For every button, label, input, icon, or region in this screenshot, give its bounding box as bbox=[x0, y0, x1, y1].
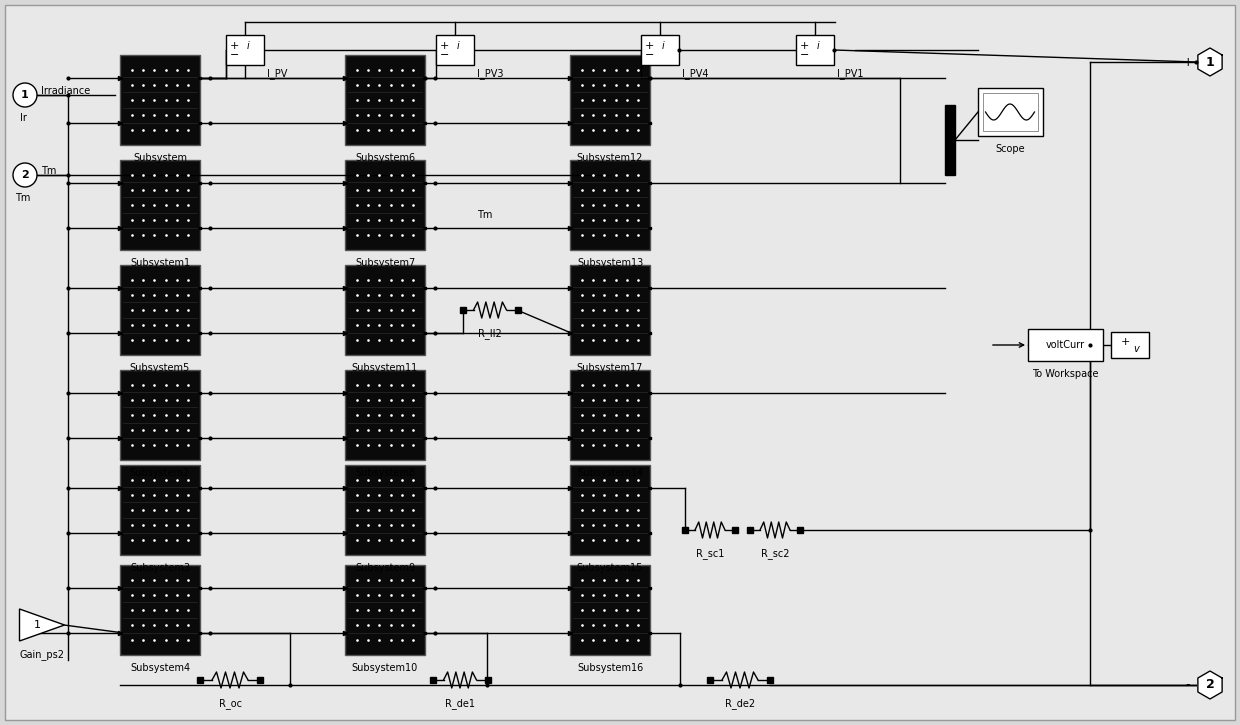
Text: Subsystem2: Subsystem2 bbox=[130, 468, 190, 478]
FancyBboxPatch shape bbox=[1028, 329, 1102, 361]
FancyBboxPatch shape bbox=[345, 265, 425, 355]
Text: +: + bbox=[1120, 337, 1130, 347]
FancyBboxPatch shape bbox=[120, 565, 200, 655]
Text: 2: 2 bbox=[21, 170, 29, 180]
Text: i: i bbox=[247, 41, 249, 51]
Text: Subsystem8: Subsystem8 bbox=[355, 468, 415, 478]
Text: Subsystem13: Subsystem13 bbox=[577, 258, 644, 268]
Text: Subsystem17: Subsystem17 bbox=[577, 363, 644, 373]
Circle shape bbox=[12, 163, 37, 187]
Text: R_de2: R_de2 bbox=[725, 698, 755, 709]
Text: 2: 2 bbox=[1205, 679, 1214, 692]
Text: −: − bbox=[440, 50, 449, 60]
Text: 1: 1 bbox=[33, 620, 41, 630]
Text: Subsystem3: Subsystem3 bbox=[130, 563, 190, 573]
FancyBboxPatch shape bbox=[345, 565, 425, 655]
Polygon shape bbox=[20, 609, 64, 641]
Text: Subsystem12: Subsystem12 bbox=[577, 153, 644, 163]
FancyBboxPatch shape bbox=[1111, 332, 1149, 358]
Text: R_oc: R_oc bbox=[218, 698, 242, 709]
Text: i: i bbox=[817, 41, 820, 51]
Text: +: + bbox=[229, 41, 239, 51]
Polygon shape bbox=[1198, 671, 1223, 699]
Text: Subsystem4: Subsystem4 bbox=[130, 663, 190, 673]
FancyBboxPatch shape bbox=[977, 88, 1043, 136]
Text: Irradiance: Irradiance bbox=[41, 86, 91, 96]
FancyBboxPatch shape bbox=[436, 35, 474, 65]
Text: +: + bbox=[1183, 56, 1193, 68]
FancyBboxPatch shape bbox=[226, 35, 264, 65]
Text: Subsystem6: Subsystem6 bbox=[355, 153, 415, 163]
FancyBboxPatch shape bbox=[570, 265, 650, 355]
Text: Tm: Tm bbox=[15, 193, 31, 203]
FancyBboxPatch shape bbox=[120, 265, 200, 355]
Polygon shape bbox=[1198, 48, 1223, 76]
Text: R_sc2: R_sc2 bbox=[761, 548, 789, 559]
FancyBboxPatch shape bbox=[345, 465, 425, 555]
FancyBboxPatch shape bbox=[345, 370, 425, 460]
Text: R_sc1: R_sc1 bbox=[696, 548, 724, 559]
Text: Subsystem5: Subsystem5 bbox=[130, 363, 190, 373]
Text: −: − bbox=[800, 50, 810, 60]
Text: +: + bbox=[645, 41, 655, 51]
FancyBboxPatch shape bbox=[570, 565, 650, 655]
FancyBboxPatch shape bbox=[641, 35, 680, 65]
Text: i: i bbox=[458, 41, 460, 51]
Text: +: + bbox=[800, 41, 810, 51]
Text: Subsystem9: Subsystem9 bbox=[355, 563, 415, 573]
Text: Subsystem15: Subsystem15 bbox=[577, 563, 644, 573]
FancyBboxPatch shape bbox=[570, 465, 650, 555]
Text: R_de1: R_de1 bbox=[445, 698, 475, 709]
Text: Tm: Tm bbox=[41, 166, 56, 176]
Text: I_PV: I_PV bbox=[267, 68, 288, 79]
Text: 1: 1 bbox=[21, 90, 29, 100]
FancyBboxPatch shape bbox=[120, 160, 200, 250]
FancyBboxPatch shape bbox=[982, 93, 1038, 131]
FancyBboxPatch shape bbox=[120, 55, 200, 145]
FancyBboxPatch shape bbox=[345, 55, 425, 145]
FancyBboxPatch shape bbox=[570, 160, 650, 250]
Text: -: - bbox=[1185, 679, 1190, 692]
FancyBboxPatch shape bbox=[796, 35, 835, 65]
Text: To Workspace: To Workspace bbox=[1032, 369, 1099, 379]
FancyBboxPatch shape bbox=[120, 370, 200, 460]
Text: voltCurr: voltCurr bbox=[1045, 340, 1085, 350]
FancyBboxPatch shape bbox=[570, 55, 650, 145]
Circle shape bbox=[12, 83, 37, 107]
Text: Tm: Tm bbox=[477, 210, 492, 220]
Text: I_PV3: I_PV3 bbox=[477, 68, 503, 79]
Text: Subsystem16: Subsystem16 bbox=[577, 663, 644, 673]
Text: Subsystem7: Subsystem7 bbox=[355, 258, 415, 268]
Text: I_PV1: I_PV1 bbox=[837, 68, 863, 79]
Text: Subsystem1: Subsystem1 bbox=[130, 258, 190, 268]
Text: −: − bbox=[645, 50, 655, 60]
FancyBboxPatch shape bbox=[5, 5, 1235, 720]
Text: i: i bbox=[662, 41, 665, 51]
Text: Subsystem14: Subsystem14 bbox=[577, 468, 644, 478]
Text: −: − bbox=[229, 50, 239, 60]
Text: Gain_ps2: Gain_ps2 bbox=[20, 649, 64, 660]
Text: Scope: Scope bbox=[996, 144, 1024, 154]
FancyBboxPatch shape bbox=[345, 160, 425, 250]
Text: Subsystem11: Subsystem11 bbox=[352, 363, 418, 373]
Text: R_II2: R_II2 bbox=[479, 328, 502, 339]
Text: Subsystem10: Subsystem10 bbox=[352, 663, 418, 673]
FancyBboxPatch shape bbox=[120, 465, 200, 555]
FancyBboxPatch shape bbox=[945, 105, 955, 175]
Text: +: + bbox=[440, 41, 449, 51]
Text: I_PV4: I_PV4 bbox=[682, 68, 708, 79]
FancyBboxPatch shape bbox=[570, 370, 650, 460]
Text: v: v bbox=[1133, 344, 1138, 354]
Text: Ir: Ir bbox=[20, 113, 26, 123]
Text: 1: 1 bbox=[1205, 56, 1214, 68]
Text: Subsystem: Subsystem bbox=[133, 153, 187, 163]
